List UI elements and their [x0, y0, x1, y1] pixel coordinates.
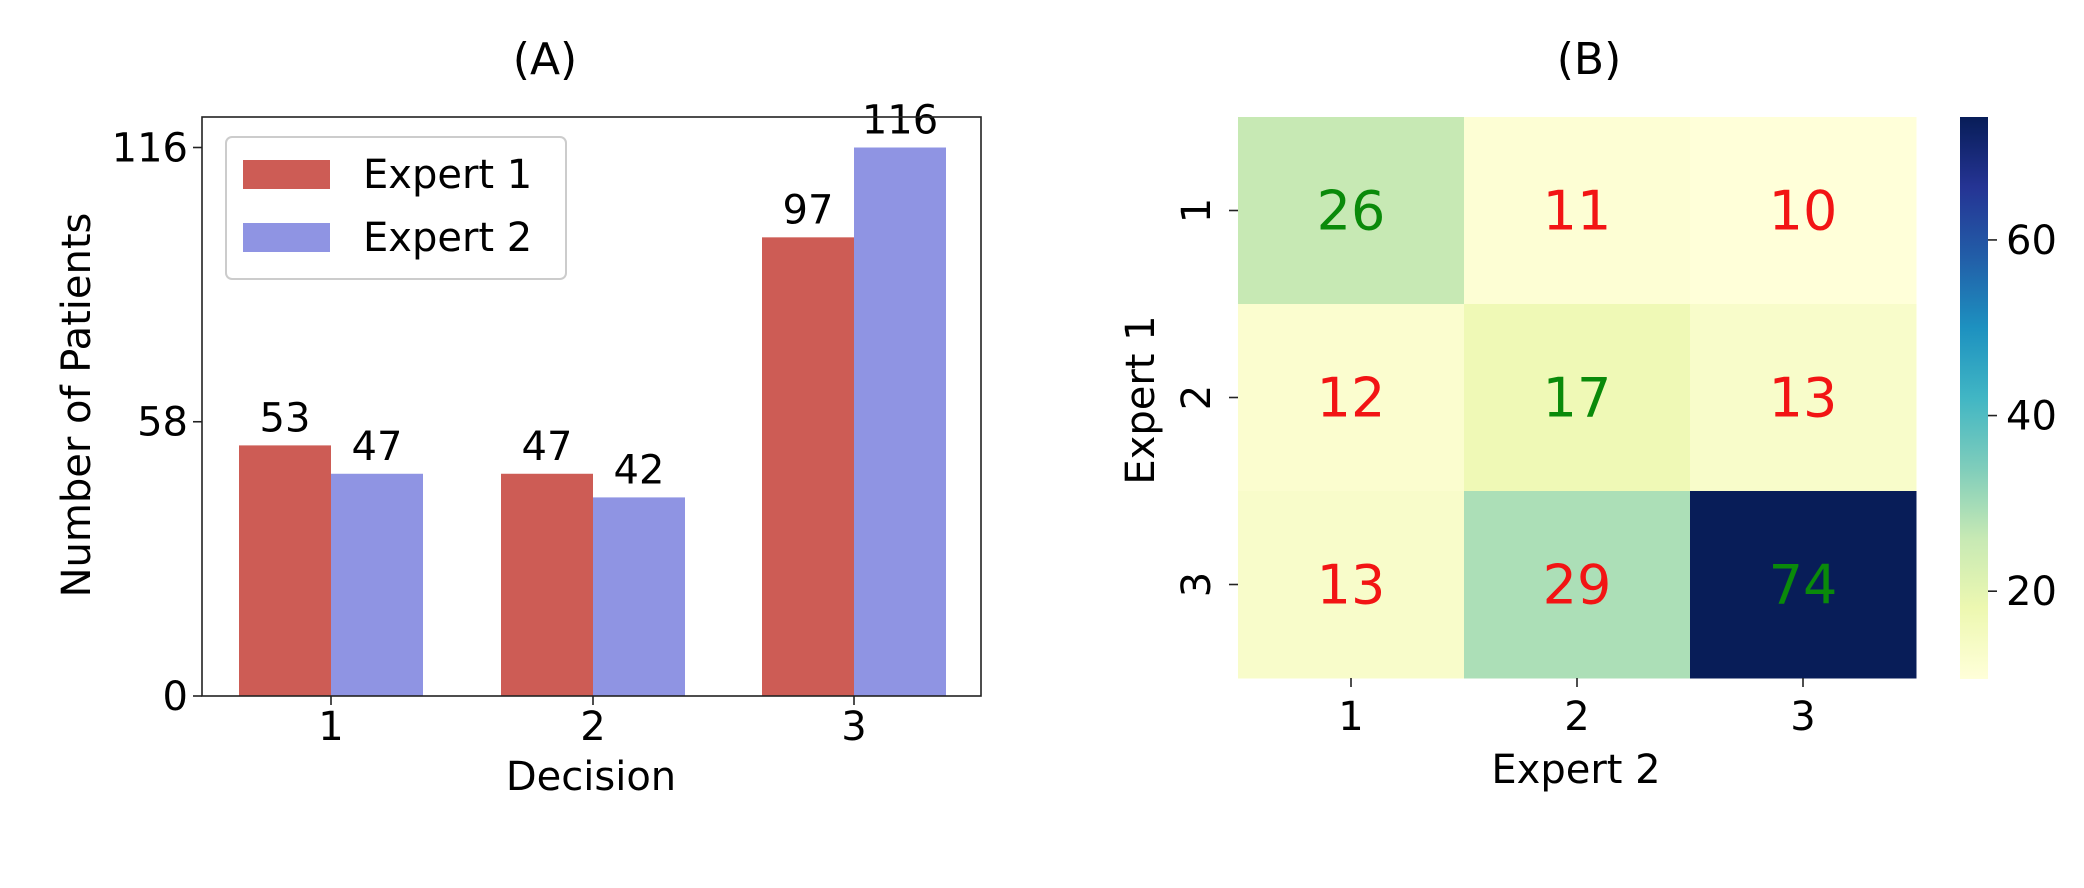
heatmap-cell	[1238, 117, 1465, 305]
x-tick-label: 3	[1790, 694, 1815, 740]
bar-value-label: 97	[783, 187, 834, 233]
heatmap-cell	[1464, 117, 1691, 305]
y-tick-label: 3	[1174, 572, 1220, 597]
x-tick-label: 2	[580, 704, 605, 750]
heatmap-cells: 26 11 10 12 17 13 13 29 74	[1238, 117, 1917, 679]
y-axis-label: Number of Patients	[54, 213, 100, 598]
x-tick-label: 1	[318, 704, 343, 750]
x-axis-label: Expert 2	[1491, 747, 1660, 793]
bar-value-label: 53	[260, 395, 311, 441]
heatmap-cell-value: 17	[1543, 367, 1612, 430]
y-tick-label: 0	[163, 674, 188, 720]
x-tick-label: 2	[1564, 694, 1589, 740]
y-axis-ticks: 1 2 3	[1174, 198, 1238, 597]
legend-label-expert-2: Expert 2	[363, 215, 532, 261]
bar-expert-2-decision-2	[593, 497, 685, 696]
heatmap-cell-value: 13	[1769, 367, 1838, 430]
colorbar-tick-label: 20	[2006, 569, 2057, 615]
x-axis-ticks: 1 2 3	[318, 696, 867, 750]
y-tick-label: 1	[1174, 198, 1220, 223]
y-tick-label: 2	[1174, 385, 1220, 410]
colorbar-ticks: 20 40 60	[1988, 218, 2057, 615]
legend-swatch-expert-1	[243, 160, 330, 189]
colorbar	[1960, 117, 1988, 679]
y-tick-label: 58	[137, 400, 188, 446]
bar-expert-1-decision-1	[239, 445, 331, 696]
bar-value-label: 116	[862, 97, 938, 143]
y-tick-label: 116	[112, 125, 188, 171]
bar-value-label: 42	[614, 447, 665, 493]
heatmap-cell-value: 11	[1543, 180, 1612, 243]
heatmap-cell-value: 74	[1769, 554, 1838, 617]
legend-label-expert-1: Expert 1	[363, 152, 532, 198]
heatmap-cell-value: 10	[1769, 180, 1838, 243]
y-axis-label: Expert 1	[1118, 315, 1164, 484]
heatmap-cell	[1464, 491, 1691, 679]
bar-expert-2-decision-1	[331, 473, 423, 696]
legend: Expert 1 Expert 2	[225, 136, 567, 280]
chart-a-title: (A)	[513, 34, 577, 85]
heatmap-cell-value: 29	[1543, 554, 1612, 617]
x-tick-label: 1	[1338, 694, 1363, 740]
bar-expert-1-decision-3	[762, 237, 854, 696]
legend-swatch-expert-2	[243, 223, 330, 252]
bar-chart-panel: (A) 53 47 47 42 97 116 0 58 116 1 2 3 Decision Nu…	[54, 34, 982, 800]
bar-expert-1-decision-2	[501, 473, 593, 696]
bar-group: 53 47 47 42 97 116	[239, 97, 946, 697]
bar-expert-2-decision-3	[854, 147, 946, 697]
colorbar-tick-label: 60	[2006, 218, 2057, 264]
chart-b-title: (B)	[1557, 34, 1622, 85]
heatmap-cell	[1690, 491, 1917, 679]
heatmap-cell-value: 12	[1317, 367, 1386, 430]
bar-value-label: 47	[522, 424, 573, 470]
heatmap-cell	[1690, 304, 1917, 492]
heatmap-cell-value: 13	[1317, 554, 1386, 617]
x-tick-label: 3	[841, 704, 866, 750]
heatmap-cell-value: 26	[1317, 180, 1386, 243]
x-axis-label: Decision	[506, 754, 676, 800]
y-axis-ticks: 0 58 116	[112, 125, 202, 720]
heatmap-cell	[1238, 491, 1465, 679]
plot-frame	[201, 116, 982, 697]
x-axis-ticks: 1 2 3	[1338, 678, 1816, 740]
heatmap-cell	[1238, 304, 1465, 492]
bar-value-label: 47	[352, 424, 403, 470]
colorbar-tick-label: 40	[2006, 394, 2057, 440]
heatmap-cell	[1464, 304, 1691, 492]
heatmap-cell	[1690, 117, 1917, 305]
